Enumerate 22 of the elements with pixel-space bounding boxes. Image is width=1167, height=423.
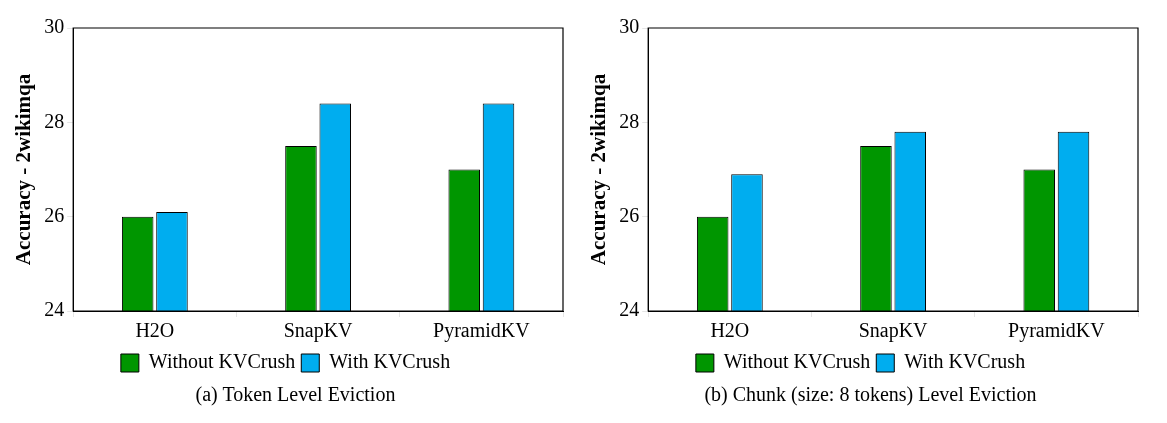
x-tick-label: H2O [710, 319, 750, 342]
y-tick-label: 24 [619, 298, 640, 321]
y-tick-label: 28 [44, 109, 65, 132]
x-tick-label: SnapKV [283, 319, 354, 343]
text: (a) Token Level Eviction [194, 383, 397, 406]
y-tick-label: 26 [619, 203, 640, 226]
y-tick-label: 30 [619, 15, 640, 38]
y-tick-label: 30 [44, 15, 65, 38]
legend-label: Without KVCrush [148, 350, 296, 373]
legend-label: With KVCrush [904, 350, 1026, 373]
legend-label: Without KVCrush [723, 350, 871, 373]
y-axis-title: Accuracy - 2wikimqa [11, 73, 36, 266]
y-tick-label: 24 [44, 298, 65, 321]
legend-label: With KVCrush [329, 350, 451, 373]
x-tick-label: SnapKV [858, 319, 929, 343]
text: (b) Chunk (size: 8 tokens) Level Eviction [703, 383, 1038, 406]
y-tick-label: 28 [619, 109, 640, 132]
y-tick-label: 26 [44, 203, 65, 226]
y-axis-title: Accuracy - 2wikimqa [586, 73, 611, 266]
x-tick-label: PyramidKV [433, 319, 531, 343]
x-tick-label: PyramidKV [1008, 319, 1106, 343]
x-tick-label: H2O [135, 319, 175, 342]
